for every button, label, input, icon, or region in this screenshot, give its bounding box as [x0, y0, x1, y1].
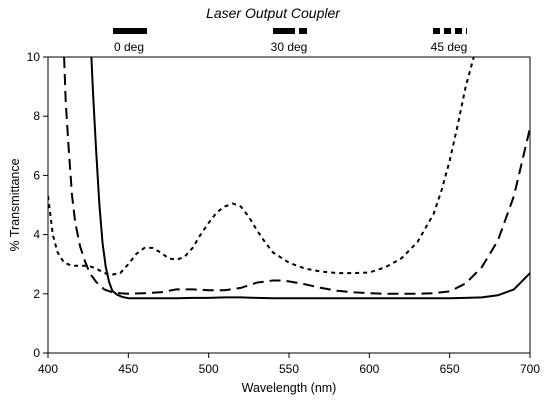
- chart-title: Laser Output Coupler: [206, 5, 341, 21]
- legend: 0 deg 30 deg 45 deg: [113, 28, 468, 54]
- y-tick-label: 8: [33, 109, 40, 123]
- series-line-2: [63, 57, 530, 295]
- legend-label-1: 0 deg: [114, 40, 144, 54]
- legend-label-2: 30 deg: [271, 40, 308, 54]
- x-tick-label: 450: [118, 362, 138, 376]
- y-tick-label: 10: [27, 50, 41, 64]
- plot-lines: [48, 57, 530, 300]
- x-tick-label: 500: [199, 362, 219, 376]
- axis-ticks: 400 450 500 550 600 650 700 0 2 4 6 8 10: [27, 50, 541, 376]
- y-tick-label: 4: [33, 228, 40, 242]
- x-tick-label: 650: [440, 362, 460, 376]
- x-tick-label: 550: [279, 362, 299, 376]
- series-line-1: [90, 57, 530, 300]
- y-tick-label: 0: [33, 346, 40, 360]
- x-tick-label: 600: [359, 362, 379, 376]
- legend-label-3: 45 deg: [431, 40, 468, 54]
- y-tick-label: 2: [33, 287, 40, 301]
- x-axis-label: Wavelength (nm): [242, 381, 337, 395]
- plot-area-frame: [47, 56, 531, 354]
- x-tick-label: 700: [520, 362, 540, 376]
- x-tick-label: 400: [38, 362, 58, 376]
- series-line-3: [48, 57, 475, 276]
- y-tick-label: 6: [33, 168, 40, 182]
- y-axis-label: % Transmittance: [8, 158, 22, 251]
